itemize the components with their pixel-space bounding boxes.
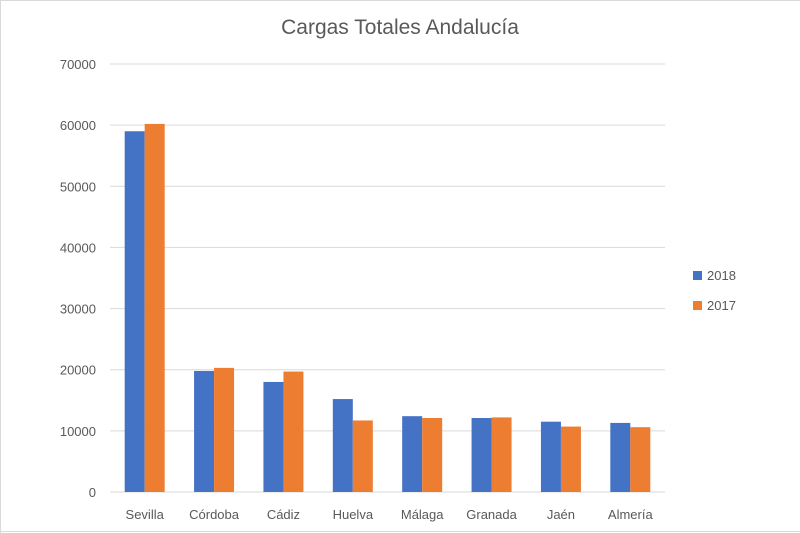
bar-2018-cádiz (263, 381, 284, 492)
y-tick-label: 70000 (60, 57, 96, 72)
legend-item-2017: 2017 (693, 294, 736, 316)
y-tick-label: 50000 (60, 179, 96, 194)
frame-left-edge (0, 0, 1, 533)
x-tick-label: Málaga (401, 507, 444, 522)
legend-swatch (693, 300, 702, 310)
bar-2018-málaga (402, 416, 423, 492)
bar-2017-huelva (352, 420, 373, 492)
x-tick-label: Almería (608, 507, 654, 522)
x-tick-label: Jaén (547, 507, 575, 522)
y-tick-label: 30000 (60, 302, 96, 317)
y-tick-label: 40000 (60, 240, 96, 255)
legend-label: 2017 (707, 297, 736, 313)
bar-2017-jaén (560, 426, 581, 492)
y-tick-label: 10000 (60, 424, 96, 439)
x-tick-label: Córdoba (189, 507, 240, 522)
bar-2018-huelva (332, 399, 353, 492)
x-tick-label: Sevilla (126, 507, 165, 522)
bar-2018-granada (471, 418, 492, 492)
y-tick-label: 0 (89, 485, 96, 500)
frame-top-edge (0, 0, 800, 1)
legend-item-2018: 2018 (693, 264, 736, 286)
bar-2017-sevilla (144, 123, 165, 493)
legend: 2018 2017 (693, 264, 736, 324)
bar-2017-almería (630, 427, 651, 492)
frame-bottom-edge (0, 531, 800, 532)
bar-2018-almería (610, 422, 631, 492)
bar-2017-granada (491, 417, 512, 492)
x-tick-label: Cádiz (267, 507, 300, 522)
bar-2018-jaén (540, 421, 561, 492)
legend-swatch (693, 270, 702, 280)
legend-label: 2018 (707, 267, 736, 283)
bar-2017-málaga (422, 418, 443, 492)
bar-2018-sevilla (124, 131, 145, 492)
chart-title: Cargas Totales Andalucía (281, 16, 519, 39)
bar-2018-córdoba (194, 370, 215, 492)
y-tick-label: 60000 (60, 118, 96, 133)
bar-2017-córdoba (214, 367, 235, 492)
x-tick-label: Granada (466, 507, 517, 522)
x-tick-label: Huelva (333, 507, 374, 522)
bar-2017-cádiz (283, 371, 304, 492)
y-tick-label: 20000 (60, 363, 96, 378)
